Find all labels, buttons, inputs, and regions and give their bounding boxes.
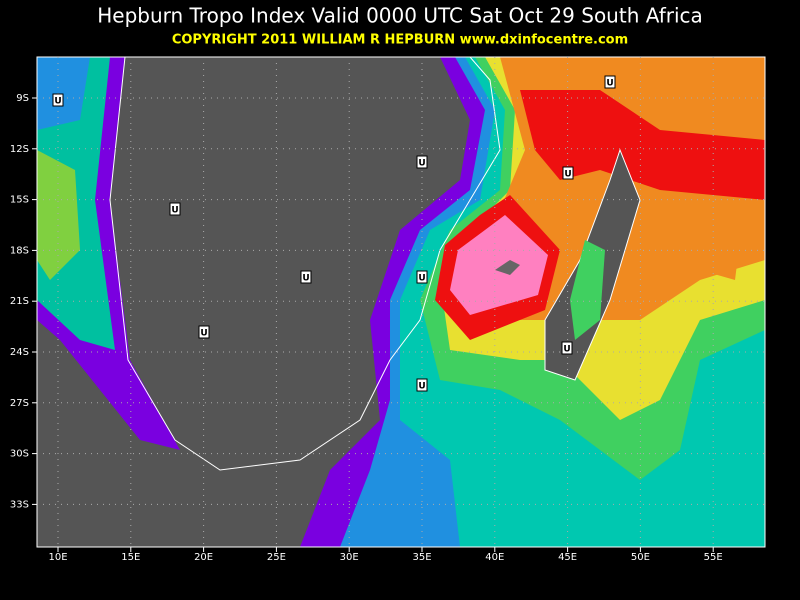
marker-label: U — [418, 274, 425, 284]
lon-label: 40E — [485, 552, 504, 563]
lon-label: 30E — [340, 552, 359, 563]
grid — [37, 57, 765, 547]
lon-label: 45E — [558, 552, 577, 563]
marker-box — [52, 93, 64, 107]
marker-label: U — [564, 170, 571, 180]
lon-label: 20E — [194, 552, 213, 563]
lat-label: 9S — [16, 93, 29, 104]
map-frame — [36, 56, 766, 548]
lat-label: 30S — [10, 449, 29, 460]
marker-box — [562, 166, 574, 180]
lon-label: 35E — [412, 552, 431, 563]
field-gray — [495, 260, 520, 275]
marker-label: U — [418, 382, 425, 392]
marker-label: U — [54, 97, 61, 107]
marker-label: U — [200, 329, 207, 339]
lat-label: 21S — [10, 296, 29, 307]
marker-box — [169, 202, 181, 216]
marker-box — [416, 155, 428, 169]
marker-box — [416, 270, 428, 284]
lat-label: 12S — [10, 144, 29, 155]
lat-label: 33S — [10, 499, 29, 510]
coastline — [109, 57, 501, 471]
marker-box — [416, 378, 428, 392]
marker-label: U — [418, 159, 425, 169]
lat-label: 24S — [10, 347, 29, 358]
field-red — [520, 90, 765, 200]
marker-box — [604, 75, 616, 89]
lon-label: 55E — [704, 552, 723, 563]
axis-labels: 9S 12S 15S 18S 21S 24S 27S 30S 33S 10E 15E 20E 25E 30… — [10, 93, 723, 563]
title: Hepburn Tropo Index Valid 0000 UTC Sat O… — [97, 4, 703, 28]
lon-label: 15E — [121, 552, 140, 563]
lon-label: 50E — [631, 552, 650, 563]
field-green — [37, 150, 80, 280]
marker-box — [198, 325, 210, 339]
marker-label: U — [302, 274, 309, 284]
lat-label: 15S — [10, 195, 29, 206]
subtitle: COPYRIGHT 2011 WILLIAM R HEPBURN www.dxi… — [172, 33, 628, 48]
marker-label: U — [563, 345, 570, 355]
marker-box — [561, 341, 573, 355]
markers: U U U U U U U U U U — [52, 75, 616, 392]
marker-label: U — [171, 206, 178, 216]
marker-label: U — [606, 79, 613, 89]
lat-label: 18S — [10, 245, 29, 256]
field-orange — [700, 230, 740, 280]
lon-label: 10E — [48, 552, 67, 563]
marker-box — [300, 270, 312, 284]
lat-label: 27S — [10, 398, 29, 409]
field-pink — [450, 215, 548, 315]
lon-label: 25E — [267, 552, 286, 563]
field-green — [570, 240, 605, 340]
map-area — [37, 57, 765, 547]
